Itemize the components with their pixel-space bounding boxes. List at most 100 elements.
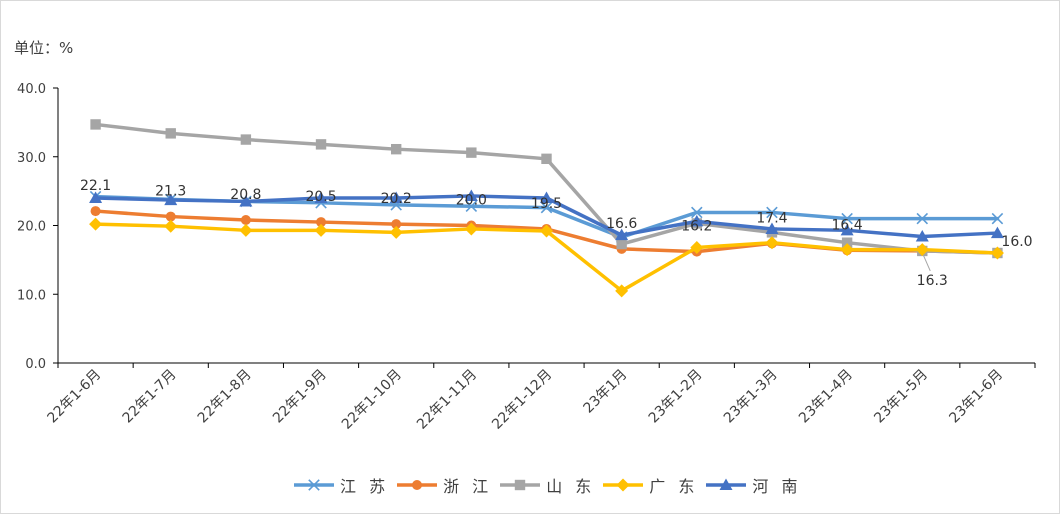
data-point [915, 243, 929, 257]
x-tick-label: 23年1-4月 [796, 367, 856, 427]
data-point [841, 237, 853, 248]
data-point [89, 217, 103, 231]
x-tick-label: 23年1-5月 [871, 367, 931, 427]
data-point [390, 143, 402, 155]
x-tick-label: 22年1-11月 [414, 367, 480, 433]
legend-swatch [500, 479, 541, 491]
data-label: 20.5 [305, 189, 336, 205]
y-tick-label: 0.0 [25, 357, 46, 372]
data-point [464, 222, 478, 236]
data-point [90, 119, 101, 130]
data-point [840, 243, 854, 257]
legend-swatch [397, 480, 438, 490]
data-point-stroke [540, 201, 553, 214]
data-point [514, 479, 526, 491]
data-point [314, 191, 328, 203]
data-point [765, 222, 779, 234]
y-tick-label: 10.0 [17, 288, 46, 303]
data-label: 20.8 [230, 187, 261, 203]
x-tick-label: 22年1-9月 [270, 367, 330, 427]
data-label: 22.1 [80, 178, 111, 194]
data-point-stroke [841, 212, 853, 225]
data-point [165, 128, 176, 139]
data-point [90, 206, 101, 217]
data-label: 21.3 [155, 184, 186, 200]
data-point [540, 201, 553, 214]
data-label: 17.4 [756, 210, 787, 226]
data-point [719, 478, 733, 490]
legend-item: 山 东 [498, 473, 601, 497]
data-point [391, 219, 402, 230]
y-tick-label: 40.0 [17, 82, 46, 97]
data-label: 16.3 [917, 273, 948, 289]
legend-item: 浙 江 [395, 473, 498, 497]
legend-label: 江 苏 [340, 477, 390, 496]
unit-label: 单位：% [14, 39, 74, 57]
data-label: 20.0 [456, 193, 487, 209]
data-point [240, 215, 251, 225]
data-point-stroke [308, 479, 320, 491]
data-point-stroke [766, 206, 778, 219]
legend-label: 河 南 [752, 477, 802, 496]
legend-item: 河 南 [704, 473, 807, 497]
data-point [308, 479, 320, 491]
data-point [389, 225, 403, 239]
data-point-stroke [465, 200, 478, 213]
data-point [389, 191, 403, 203]
data-point [915, 230, 929, 242]
x-tick-label: 23年1月 [580, 367, 630, 417]
legend-label: 浙 江 [443, 477, 493, 496]
data-point [616, 238, 627, 250]
data-point [239, 223, 253, 237]
data-label: 20.2 [381, 191, 412, 207]
x-tick-label: 22年1-7月 [120, 367, 180, 427]
legend: 江 苏 浙 江山 东 广 东 河 南 [292, 474, 807, 496]
y-tick-label: 30.0 [17, 151, 46, 166]
legend-label: 广 东 [649, 477, 699, 496]
data-label-leader [922, 254, 931, 272]
data-point [239, 194, 253, 207]
legend-swatch [294, 479, 334, 491]
data-point [464, 189, 478, 201]
data-point [765, 236, 779, 250]
data-point [316, 217, 327, 228]
x-tick-label: 23年1-6月 [946, 367, 1006, 427]
data-point-stroke [991, 212, 1004, 225]
x-tick-label: 22年1-10月 [339, 367, 405, 433]
data-point [540, 191, 553, 203]
data-point [164, 193, 178, 206]
data-point [690, 241, 704, 254]
data-point [314, 223, 328, 237]
data-point [690, 214, 704, 227]
x-tick-label: 22年1-8月 [195, 367, 255, 427]
data-point [89, 191, 103, 203]
data-label: 19.5 [531, 196, 562, 212]
legend-swatch [706, 478, 747, 490]
data-point [615, 284, 629, 298]
x-tick-label: 22年1-6月 [45, 367, 105, 427]
data-label: 16.0 [1001, 234, 1032, 250]
x-tick-label: 23年1-3月 [721, 367, 781, 427]
legend-item: 广 东 [601, 473, 704, 497]
data-point [541, 153, 552, 165]
data-point [615, 228, 629, 241]
data-point [766, 206, 778, 219]
data-point [916, 212, 929, 225]
data-label: 16.4 [832, 217, 863, 233]
data-point [991, 212, 1004, 225]
data-point [412, 480, 423, 490]
legend-item: 江 苏 [292, 473, 395, 497]
data-label: 16.2 [681, 219, 712, 235]
data-point [466, 147, 477, 158]
x-tick-label: 23年1-2月 [646, 367, 706, 427]
data-point [165, 211, 176, 222]
data-point [315, 139, 327, 150]
data-point [164, 219, 178, 233]
data-point [540, 224, 553, 238]
data-point [990, 246, 1004, 260]
data-point [841, 212, 853, 225]
data-point [465, 200, 478, 213]
data-point [990, 226, 1004, 239]
